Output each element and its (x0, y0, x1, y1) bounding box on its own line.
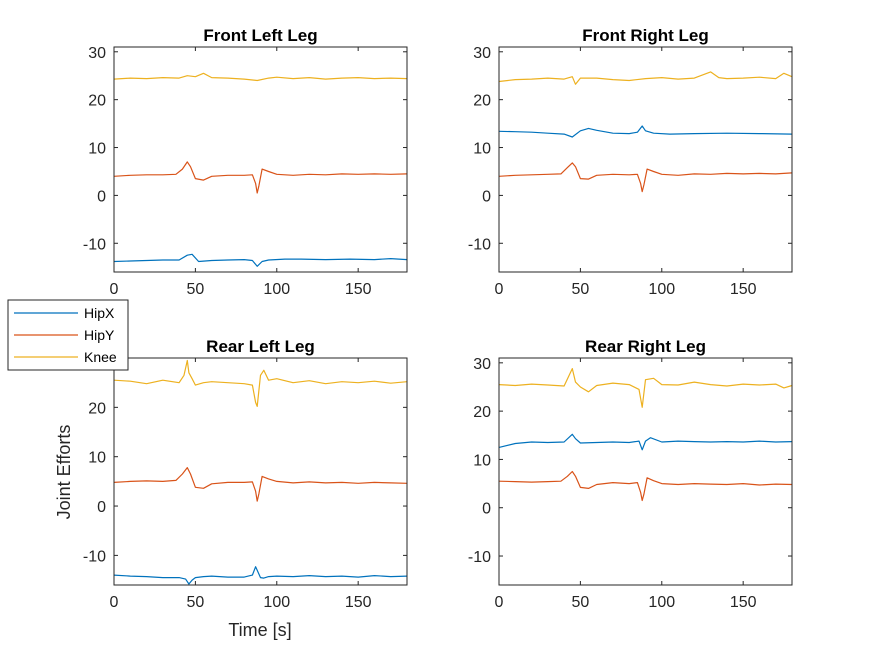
y-tick-label: 20 (88, 93, 106, 110)
y-tick-label: 10 (473, 452, 491, 469)
x-tick-label: 150 (730, 594, 757, 611)
y-axis-label: Joint Efforts (54, 425, 74, 520)
y-tick-label: 10 (88, 141, 106, 158)
panel-title: Front Left Leg (203, 26, 317, 45)
series-line-hipx (113, 253, 408, 267)
y-tick-label: 30 (473, 45, 491, 62)
series-line-knee (113, 359, 408, 407)
plot-area (499, 358, 792, 585)
legend: HipX HipY Knee (7, 299, 129, 371)
y-tick-label: 0 (97, 188, 106, 205)
y-tick-label: 30 (88, 45, 106, 62)
series-line-hipy (498, 162, 793, 193)
series-line-knee (113, 72, 408, 82)
x-tick-label: 100 (648, 594, 675, 611)
panel-front-left-leg: Front Left Leg 0 50 100 150 -10 0 10 20 30 (83, 26, 408, 298)
y-tick-label: 0 (482, 501, 491, 518)
legend-label-hipy: HipY (84, 327, 115, 343)
axes-frame (113, 357, 408, 586)
y-tick-label: -10 (468, 549, 491, 566)
x-tick-label: 50 (571, 281, 589, 298)
panel-front-right-leg: Front Right Leg 0 50 100 150 -10 0 10 20 30 (468, 26, 793, 298)
legend-label-hipx: HipX (84, 305, 115, 321)
x-tick-label: 100 (263, 594, 290, 611)
series-line-hipx (498, 125, 793, 138)
y-tick-label: 30 (473, 356, 491, 373)
y-tick-label: 0 (97, 499, 106, 516)
x-tick-label: 150 (345, 281, 372, 298)
x-tick-label: 150 (345, 594, 372, 611)
plot-area (499, 47, 792, 272)
plot-area (114, 47, 407, 272)
x-tick-label: 0 (495, 594, 504, 611)
x-axis-label: Time [s] (228, 620, 291, 640)
axes-frame (498, 357, 793, 586)
x-tick-label: 50 (186, 594, 204, 611)
series-line-hipx (113, 566, 408, 585)
y-tick-label: 0 (482, 188, 491, 205)
y-tick-label: 20 (88, 400, 106, 417)
x-tick-label: 50 (186, 281, 204, 298)
series-line-hipy (113, 467, 408, 502)
y-tick-label: -10 (83, 236, 106, 253)
x-tick-label: 0 (110, 594, 119, 611)
axes-frame (498, 46, 793, 273)
panel-rear-left-leg: Rear Left Leg 0 50 100 150 -10 0 10 20 (83, 337, 408, 611)
x-tick-label: 0 (495, 281, 504, 298)
series-line-hipx (498, 433, 793, 451)
x-tick-label: 150 (730, 281, 757, 298)
y-tick-label: -10 (468, 236, 491, 253)
x-tick-label: 100 (263, 281, 290, 298)
series-line-hipy (498, 470, 793, 502)
y-tick-label: 10 (473, 141, 491, 158)
y-tick-label: -10 (83, 548, 106, 565)
legend-label-knee: Knee (84, 349, 117, 365)
panel-rear-right-leg: Rear Right Leg 0 50 100 150 -10 0 10 20 30 (468, 337, 793, 611)
y-tick-label: 20 (473, 404, 491, 421)
panel-title: Front Right Leg (582, 26, 709, 45)
x-tick-label: 50 (571, 594, 589, 611)
panel-title: Rear Right Leg (585, 337, 706, 356)
y-tick-label: 10 (88, 450, 106, 467)
panel-title: Rear Left Leg (206, 337, 315, 356)
series-line-hipy (113, 161, 408, 194)
plot-area (114, 358, 407, 585)
x-tick-label: 100 (648, 281, 675, 298)
x-tick-label: 0 (110, 281, 119, 298)
y-tick-label: 20 (473, 93, 491, 110)
series-line-knee (498, 71, 793, 85)
axes-frame (113, 46, 408, 273)
series-line-knee (498, 368, 793, 408)
